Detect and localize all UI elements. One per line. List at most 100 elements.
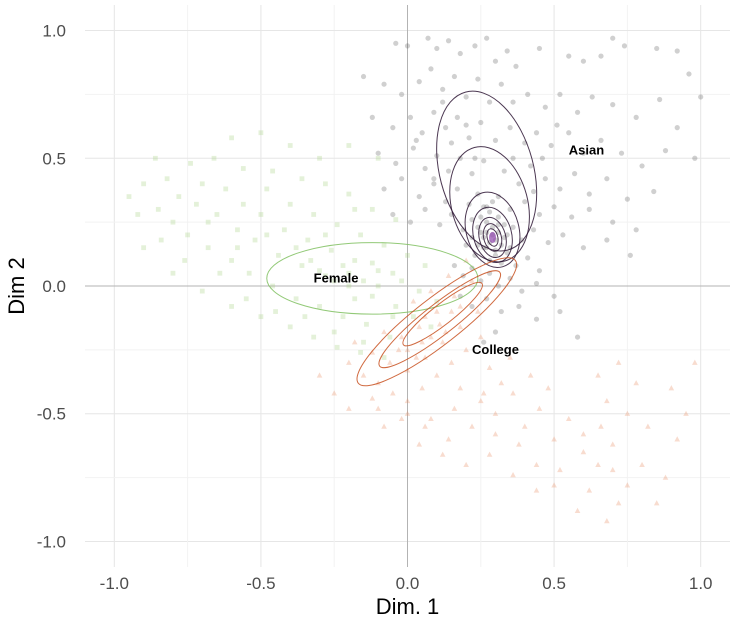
asian-point	[674, 48, 680, 54]
female-point	[258, 130, 264, 136]
asian-point	[428, 66, 434, 72]
college-point	[580, 449, 587, 455]
asian-point	[542, 104, 548, 110]
college-point	[404, 397, 411, 404]
female-point	[158, 237, 164, 243]
college-point	[360, 372, 367, 378]
asian-point	[407, 219, 414, 225]
college-point	[445, 272, 452, 278]
asian-contour	[482, 223, 503, 252]
college-point	[516, 441, 522, 447]
asian-point	[557, 186, 563, 192]
college-point	[609, 466, 616, 473]
college-point	[410, 298, 417, 304]
college-point	[369, 395, 376, 401]
female-point	[323, 181, 328, 187]
female-point	[229, 135, 234, 141]
college-point	[463, 461, 469, 468]
asian-point	[525, 255, 531, 261]
asian-point	[513, 262, 519, 269]
asian-point	[501, 168, 507, 174]
asian-point	[504, 250, 510, 256]
asian-point	[633, 227, 639, 233]
college-point	[624, 410, 631, 416]
female-point	[211, 155, 217, 161]
college-point	[507, 354, 513, 360]
asian-point	[484, 296, 490, 302]
asian-point	[413, 137, 419, 143]
asian-point	[580, 150, 587, 156]
asian-point	[422, 165, 428, 172]
female-point	[375, 155, 381, 161]
female-label: Female	[314, 270, 359, 285]
asian-point	[516, 181, 522, 187]
asian-point	[574, 334, 581, 340]
female-point	[358, 232, 363, 238]
female-point	[214, 212, 220, 217]
college-point	[604, 518, 610, 524]
female-point	[361, 278, 366, 284]
female-point	[387, 334, 393, 340]
college-point	[381, 328, 387, 335]
asian-point	[399, 91, 405, 98]
female-point	[126, 194, 132, 199]
female-point	[323, 232, 328, 238]
female-point	[305, 237, 311, 243]
college-point	[428, 288, 434, 294]
college-point	[615, 359, 622, 365]
asian-point	[566, 53, 572, 59]
female-point	[334, 222, 340, 228]
college-label: College	[472, 342, 519, 357]
college-point	[598, 423, 604, 429]
college-point	[480, 390, 487, 396]
x-tick-label: 1.0	[689, 574, 713, 593]
college-point	[451, 405, 458, 411]
asian-point	[551, 204, 557, 210]
asian-point	[618, 150, 625, 156]
asian-point	[674, 125, 680, 131]
asian-point	[431, 109, 437, 115]
density-contours	[266, 90, 538, 387]
college-point	[428, 334, 434, 340]
x-tick-label: -1.0	[100, 574, 129, 593]
asian-point	[369, 114, 375, 120]
college-point	[331, 390, 338, 396]
asian-point	[448, 140, 455, 146]
asian-point	[393, 40, 399, 46]
female-point	[434, 298, 440, 304]
college-point	[486, 451, 493, 457]
college-point	[448, 359, 455, 365]
asian-point	[528, 163, 534, 169]
college-point	[580, 431, 587, 437]
college-point	[624, 482, 631, 488]
college-point	[381, 423, 387, 429]
asian-point	[422, 206, 428, 212]
asian-point	[489, 199, 496, 205]
asian-point	[530, 227, 537, 233]
college-point	[486, 364, 493, 370]
female-point	[199, 288, 205, 294]
female-point	[393, 217, 399, 222]
college-point	[436, 321, 443, 327]
college-point	[574, 507, 581, 513]
female-point	[229, 304, 234, 309]
female-point	[410, 314, 416, 320]
asian-point	[662, 148, 669, 154]
female-point	[399, 278, 405, 284]
college-point	[457, 303, 464, 309]
college-point	[692, 359, 698, 365]
asian-point	[454, 186, 460, 192]
college-point	[633, 380, 639, 386]
college-point	[434, 372, 440, 378]
asian-point	[651, 188, 657, 195]
asian-point	[554, 122, 560, 128]
college-point	[595, 461, 601, 468]
college-point	[439, 339, 446, 345]
asian-point	[621, 43, 628, 49]
college-point	[445, 436, 452, 442]
female-point	[135, 212, 141, 217]
asian-contour	[436, 90, 538, 252]
asian-point	[457, 155, 463, 161]
asian-point	[472, 252, 478, 258]
asian-point	[393, 160, 399, 166]
